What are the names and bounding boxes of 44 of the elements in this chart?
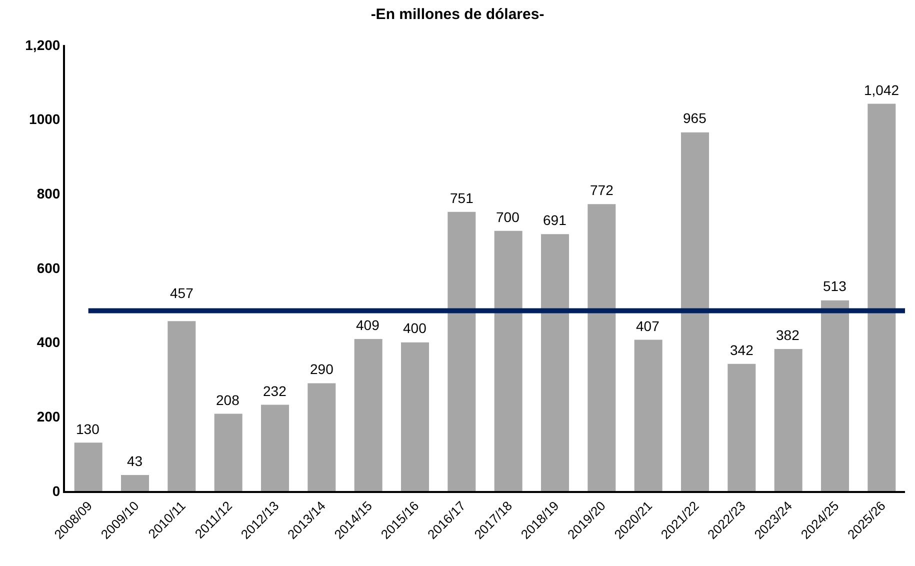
bar <box>541 234 569 491</box>
bar <box>121 475 149 491</box>
data-label: 290 <box>310 361 334 377</box>
bar <box>354 338 382 491</box>
y-tick-label: 400 <box>36 334 60 350</box>
bar <box>634 340 662 491</box>
chart-title: -En millones de dólares- <box>370 6 544 23</box>
bar <box>728 364 756 491</box>
bar <box>448 212 476 491</box>
y-tick-label: 200 <box>36 408 60 425</box>
bar <box>308 383 336 491</box>
y-tick-label: 600 <box>36 260 60 276</box>
bar <box>774 349 802 491</box>
data-label: 43 <box>127 453 143 469</box>
bar <box>168 321 196 491</box>
data-label: 691 <box>543 212 567 228</box>
bar <box>868 104 896 491</box>
data-label: 407 <box>636 318 660 334</box>
bar <box>588 204 616 491</box>
data-label: 232 <box>263 383 287 399</box>
data-label: 208 <box>216 392 240 408</box>
data-label: 751 <box>450 190 474 206</box>
data-label: 513 <box>823 278 847 294</box>
y-tick-label: 0 <box>52 482 60 499</box>
y-tick-label: 1000 <box>29 111 60 128</box>
data-label: 130 <box>76 421 100 437</box>
bar <box>401 342 429 491</box>
bar <box>261 404 289 491</box>
data-label: 342 <box>730 342 754 358</box>
data-label: 1,042 <box>864 82 900 98</box>
data-label: 457 <box>170 285 194 301</box>
data-label: 772 <box>590 182 614 198</box>
bar <box>214 414 242 491</box>
data-label: 409 <box>356 317 380 333</box>
data-label: 382 <box>776 327 800 343</box>
data-label: 700 <box>496 209 520 225</box>
data-label: 965 <box>683 110 707 126</box>
bar <box>821 300 849 491</box>
bar <box>74 442 102 491</box>
bar <box>681 132 709 491</box>
y-tick-label: 800 <box>36 186 60 202</box>
y-tick-label: 1,200 <box>25 36 60 53</box>
data-label: 400 <box>403 320 427 336</box>
bar <box>494 230 522 491</box>
